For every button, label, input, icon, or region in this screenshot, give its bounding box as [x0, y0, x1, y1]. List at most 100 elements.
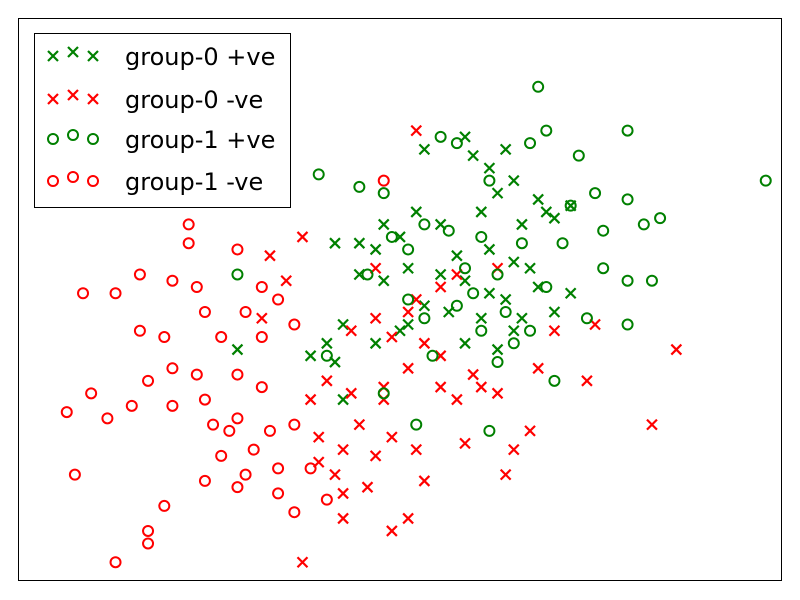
data-point-group-0-posve: [418, 299, 431, 312]
data-point-group-0-neg: [337, 512, 349, 525]
data-point-group-1-posve: [402, 293, 415, 306]
data-point-group-1-neg: [215, 331, 228, 344]
legend-label-group-0-pos: group-0 +ve: [125, 43, 275, 71]
data-point-group-0-neg: [304, 393, 317, 406]
data-point-group-1-neg: [223, 424, 236, 437]
data-point-group-1-neg: [231, 368, 244, 381]
data-point-group-1-neg: [239, 306, 252, 319]
legend-marker-group-1-neg: [87, 175, 99, 187]
data-point-group-0-neg: [337, 487, 349, 500]
data-point-group-1-posve: [540, 280, 553, 293]
data-point-group-0-neg: [434, 381, 447, 393]
data-point-group-1-posve: [621, 193, 634, 206]
data-point-group-0-posve: [410, 206, 423, 218]
data-point-group-0-posve: [394, 325, 406, 337]
data-point-group-1-neg: [239, 468, 252, 481]
data-point-group-0-neg: [410, 443, 423, 456]
data-point-group-0-posve: [548, 212, 561, 224]
data-point-group-0-posve: [459, 274, 471, 287]
data-point-group-0-neg: [312, 431, 325, 443]
data-point-group-1-neg: [272, 462, 285, 475]
data-point-group-1-posve: [312, 168, 325, 181]
data-point-group-0-posve: [508, 325, 520, 337]
data-point-group-1-neg: [68, 468, 81, 481]
data-point-group-0-neg: [532, 362, 544, 375]
data-point-group-0-neg: [345, 387, 358, 400]
data-point-group-0-neg: [418, 475, 431, 487]
data-point-group-0-posve: [369, 337, 382, 350]
data-point-group-0-neg: [524, 425, 536, 437]
data-point-group-1-posve: [450, 299, 463, 312]
data-point-group-0-neg: [646, 418, 658, 431]
data-point-group-1-posve: [467, 287, 480, 300]
data-point-group-1-neg: [142, 374, 155, 387]
data-point-group-0-posve: [337, 318, 349, 331]
data-point-group-1-neg: [101, 412, 114, 425]
data-point-group-1-neg: [166, 399, 179, 412]
data-point-group-1-posve: [572, 149, 585, 162]
data-point-group-1-neg: [142, 524, 155, 537]
data-point-group-0-neg: [402, 512, 414, 525]
data-point-group-0-neg: [345, 325, 358, 337]
data-point-group-1-neg: [304, 462, 317, 475]
data-point-group-1-posve: [442, 224, 455, 237]
data-point-group-1-neg: [182, 218, 195, 231]
data-point-group-1-posve: [418, 218, 431, 231]
legend-marker-group-1-posve: [47, 133, 59, 145]
data-point-group-1-neg: [133, 324, 146, 337]
data-point-group-0-posve: [231, 343, 244, 356]
data-point-group-1-posve: [654, 212, 667, 225]
data-point-group-0-posve: [548, 306, 561, 318]
legend-marker-group-1-neg: [67, 171, 79, 183]
data-point-group-0-posve: [377, 218, 390, 231]
data-point-group-1-posve: [507, 337, 520, 350]
data-point-group-1-posve: [759, 174, 772, 187]
data-point-group-1-posve: [377, 187, 390, 200]
data-point-group-1-neg: [190, 368, 203, 381]
legend-marker-group-1-posve: [67, 129, 79, 141]
data-point-group-1-neg: [109, 556, 122, 569]
data-point-group-1-neg: [320, 493, 333, 506]
data-point-group-0-posve: [434, 268, 447, 281]
data-point-group-1-posve: [597, 262, 610, 275]
data-point-group-1-neg: [231, 481, 244, 494]
data-point-group-0-neg: [459, 437, 471, 450]
data-point-group-1-posve: [361, 268, 374, 281]
data-point-group-1-posve: [320, 349, 333, 362]
data-point-group-1-neg: [158, 499, 171, 512]
data-point-group-1-neg: [255, 280, 268, 293]
data-point-group-1-neg: [263, 424, 276, 437]
data-point-group-1-posve: [491, 356, 504, 369]
series-group-0-posve: [231, 131, 577, 406]
data-point-group-0-posve: [459, 337, 471, 350]
data-point-group-0-neg: [670, 343, 683, 356]
data-point-group-0-posve: [483, 287, 496, 300]
data-point-group-1-neg: [247, 443, 260, 456]
data-point-group-0-neg: [296, 231, 309, 243]
legend-label-group-1-pos: group-1 +ve: [125, 126, 275, 154]
data-point-group-0-posve: [418, 143, 431, 156]
data-point-group-1-posve: [540, 124, 553, 137]
data-point-group-0-posve: [491, 343, 504, 356]
legend-marker-group-1-posve: [87, 133, 99, 145]
data-point-group-1-posve: [637, 218, 650, 231]
data-point-group-0-posve: [304, 350, 317, 362]
data-point-group-0-neg: [386, 331, 398, 343]
data-point-group-1-neg: [231, 412, 244, 425]
data-point-group-0-posve: [402, 318, 414, 331]
data-point-group-1-posve: [524, 137, 537, 150]
data-point-group-0-posve: [321, 337, 333, 350]
data-point-group-0-neg: [402, 362, 414, 375]
data-point-group-1-posve: [645, 274, 658, 287]
data-point-group-0-posve: [337, 393, 349, 406]
data-point-group-0-posve: [491, 187, 504, 199]
data-point-group-0-posve: [369, 243, 382, 256]
legend-markers: [47, 46, 99, 187]
data-point-group-0-neg: [467, 368, 479, 381]
data-point-group-0-neg: [491, 387, 504, 400]
data-point-group-0-posve: [483, 162, 496, 174]
data-point-group-0-posve: [499, 293, 512, 306]
data-point-group-0-posve: [499, 143, 512, 156]
data-point-group-0-posve: [532, 193, 544, 206]
